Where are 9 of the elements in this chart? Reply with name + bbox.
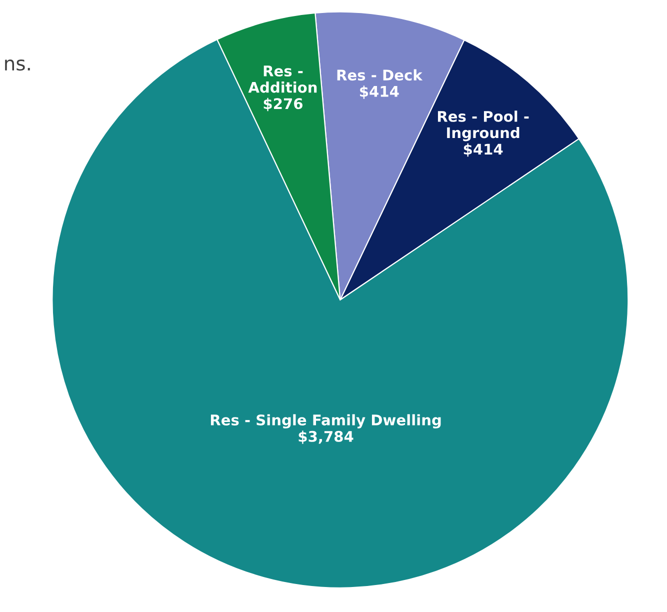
data-label: $3,784 (298, 430, 354, 444)
slice-label: Res - Addition (248, 66, 317, 93)
data-label: $276 (264, 98, 302, 112)
slice-label: Res - Deck (337, 69, 423, 81)
data-label: $414 (360, 86, 399, 99)
text: ns. (5, 59, 30, 71)
slice-label: Res - Pool - Inground (438, 110, 529, 142)
data-label: $414 (464, 143, 503, 157)
slice-label: Res - Single Family Dwelling (210, 414, 441, 428)
